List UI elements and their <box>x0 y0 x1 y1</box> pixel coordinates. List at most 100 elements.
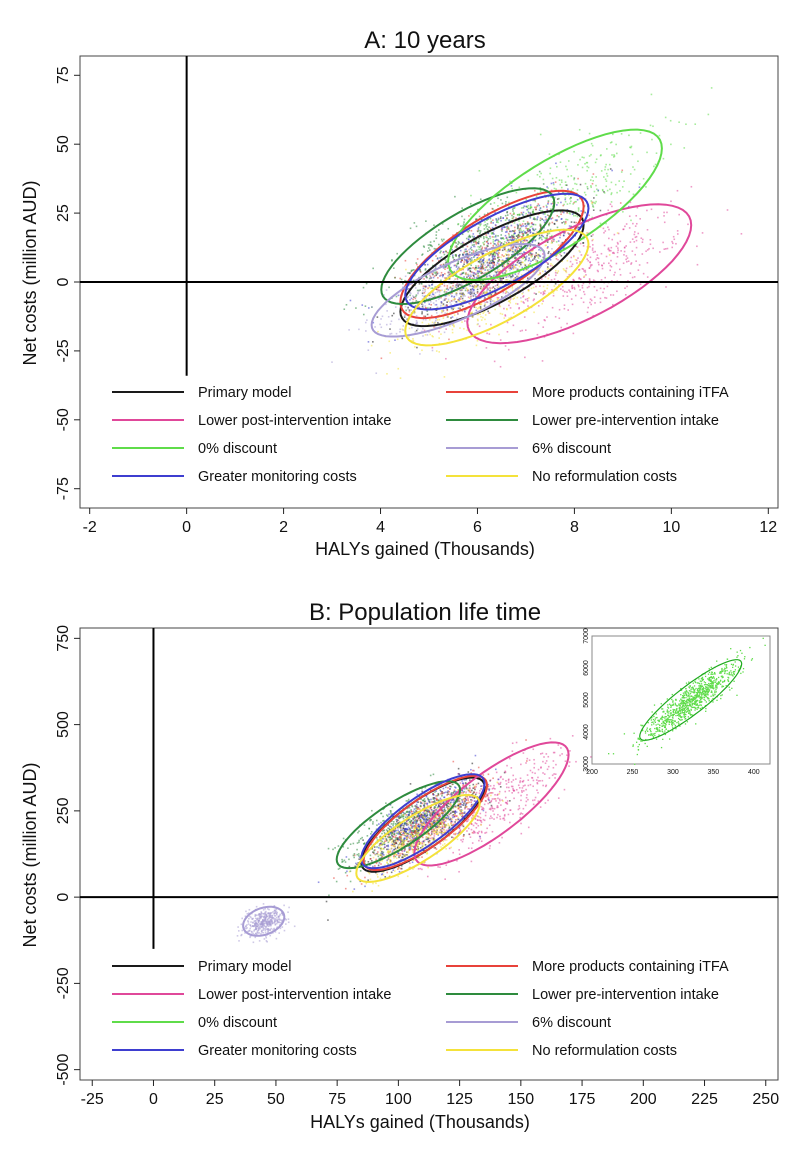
data-point <box>452 798 455 801</box>
data-point <box>410 309 413 311</box>
data-point <box>528 252 531 254</box>
data-point <box>482 807 484 809</box>
data-point <box>467 799 469 802</box>
data-point <box>522 220 525 223</box>
data-point <box>547 246 549 248</box>
data-point <box>497 260 499 262</box>
data-point <box>472 267 474 269</box>
data-point <box>445 261 448 264</box>
data-point <box>432 798 435 800</box>
data-point <box>512 250 514 253</box>
data-point <box>517 224 519 227</box>
data-point <box>452 823 455 826</box>
data-point <box>487 792 490 795</box>
data-point <box>398 318 400 321</box>
data-point <box>463 258 466 261</box>
data-point <box>493 261 495 264</box>
data-point <box>517 784 520 787</box>
data-point <box>432 335 434 338</box>
data-point <box>439 285 442 288</box>
data-point <box>477 319 479 322</box>
data-point <box>470 772 473 774</box>
data-point <box>524 784 526 787</box>
data-point <box>423 810 425 813</box>
data-point <box>501 228 504 231</box>
data-point <box>461 283 463 286</box>
data-point <box>397 839 399 842</box>
data-point <box>446 267 449 269</box>
data-point <box>569 260 572 263</box>
data-point <box>484 314 487 316</box>
data-point <box>495 264 498 266</box>
data-point <box>539 806 542 808</box>
data-point <box>461 816 464 818</box>
data-point <box>522 242 525 244</box>
data-point <box>513 797 515 800</box>
data-point <box>504 807 507 810</box>
data-point <box>531 223 534 226</box>
data-point <box>525 198 528 201</box>
data-point <box>539 217 542 220</box>
data-point <box>509 809 512 811</box>
data-point <box>455 293 457 295</box>
data-point <box>431 245 433 248</box>
data-point <box>479 303 482 306</box>
data-point <box>511 230 514 232</box>
data-point <box>609 203 612 206</box>
data-point <box>528 222 530 225</box>
data-point <box>394 838 397 841</box>
data-point <box>438 243 440 246</box>
data-point <box>472 251 475 254</box>
data-point <box>532 257 535 260</box>
data-point <box>497 256 499 259</box>
data-point <box>416 263 418 266</box>
data-point <box>454 254 457 256</box>
data-point <box>519 231 521 233</box>
data-point <box>487 288 490 291</box>
data-point <box>457 243 459 246</box>
data-point <box>528 223 530 226</box>
data-point <box>346 874 349 877</box>
data-point <box>400 829 402 832</box>
data-point <box>470 252 473 254</box>
data-point <box>538 255 540 257</box>
x-tick-label: 8 <box>570 519 579 536</box>
data-point <box>431 811 434 814</box>
data-point <box>416 328 419 330</box>
data-point <box>434 304 437 306</box>
data-point <box>432 821 434 823</box>
data-point <box>431 829 433 831</box>
y-tick-label: -75 <box>55 477 72 500</box>
data-point <box>394 839 397 842</box>
data-point <box>553 278 556 280</box>
data-point <box>474 788 476 791</box>
data-point <box>440 304 442 307</box>
data-point <box>450 303 452 306</box>
data-point <box>547 250 550 253</box>
data-point <box>376 316 379 318</box>
data-point <box>502 226 504 229</box>
data-point <box>560 747 562 749</box>
data-point <box>487 232 490 235</box>
data-point <box>625 258 627 261</box>
data-point <box>465 250 468 253</box>
data-point <box>489 300 492 303</box>
data-point <box>560 181 563 183</box>
x-tick-label: 6 <box>473 519 482 536</box>
data-point <box>402 827 405 830</box>
data-point <box>595 194 598 196</box>
data-point <box>425 815 428 817</box>
data-point <box>338 867 341 870</box>
data-point <box>521 257 524 260</box>
data-point <box>452 284 454 287</box>
data-point <box>672 235 675 238</box>
data-point <box>526 298 529 300</box>
data-point <box>448 827 451 830</box>
data-point <box>578 268 581 271</box>
panel-a: A: 10 years HALYs gained (Thousands) Net… <box>20 27 779 559</box>
data-point <box>504 345 507 347</box>
data-point <box>637 160 639 163</box>
data-point <box>433 801 436 803</box>
data-point <box>498 798 501 801</box>
data-point <box>501 260 504 262</box>
